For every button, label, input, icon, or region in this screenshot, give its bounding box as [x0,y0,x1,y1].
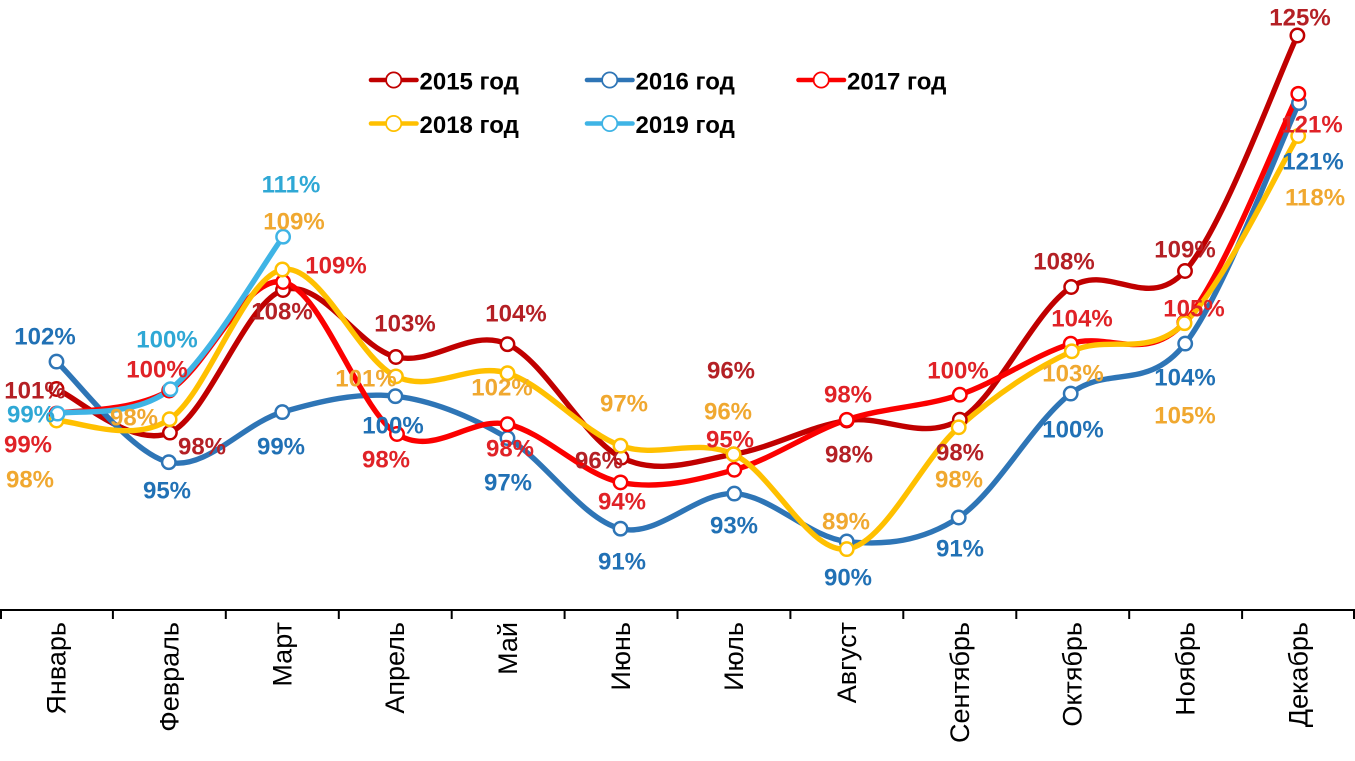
svg-text:100%: 100% [362,413,423,440]
svg-text:101%: 101% [335,366,396,393]
svg-text:2017 год: 2017 год [847,69,946,96]
svg-text:109%: 109% [305,253,366,280]
svg-text:125%: 125% [1269,5,1330,32]
svg-text:100%: 100% [126,357,187,384]
svg-text:Март: Март [267,622,297,687]
svg-text:Июнь: Июнь [606,622,636,691]
svg-text:104%: 104% [1154,365,1215,392]
svg-text:103%: 103% [374,311,435,338]
svg-text:98%: 98% [935,467,983,494]
svg-text:2018 год: 2018 год [420,112,519,139]
svg-text:98%: 98% [178,434,226,461]
svg-text:2019 год: 2019 год [636,112,735,139]
svg-text:Май: Май [493,622,523,675]
svg-text:98%: 98% [825,442,873,469]
svg-text:121%: 121% [1281,112,1342,139]
svg-text:Декабрь: Декабрь [1284,622,1314,727]
svg-text:97%: 97% [484,470,532,497]
svg-text:102%: 102% [14,324,75,351]
svg-text:95%: 95% [143,478,191,505]
svg-text:96%: 96% [704,399,752,426]
svg-text:100%: 100% [136,327,197,354]
svg-text:98%: 98% [110,405,158,432]
svg-text:97%: 97% [600,391,648,418]
svg-text:98%: 98% [824,382,872,409]
svg-text:109%: 109% [263,209,324,236]
svg-text:Октябрь: Октябрь [1058,622,1088,727]
svg-text:Ноябрь: Ноябрь [1171,622,1201,716]
svg-text:104%: 104% [485,301,546,328]
svg-text:2016 год: 2016 год [636,69,735,96]
svg-text:99%: 99% [257,434,305,461]
svg-text:Февраль: Февраль [154,622,184,732]
svg-text:105%: 105% [1154,403,1215,430]
svg-text:Сентябрь: Сентябрь [945,622,975,743]
svg-text:Январь: Январь [42,622,72,715]
svg-text:108%: 108% [251,299,312,326]
svg-text:94%: 94% [598,489,646,516]
svg-text:2015 год: 2015 год [420,69,519,96]
svg-text:100%: 100% [1042,417,1103,444]
svg-text:98%: 98% [6,467,54,494]
svg-text:93%: 93% [710,513,758,540]
svg-text:89%: 89% [822,509,870,536]
svg-text:90%: 90% [824,565,872,592]
svg-text:99%: 99% [4,432,52,459]
svg-text:111%: 111% [262,172,321,199]
svg-text:Июль: Июль [719,622,749,691]
svg-text:101%: 101% [4,378,65,405]
svg-text:118%: 118% [1285,185,1345,212]
svg-text:96%: 96% [575,448,623,475]
svg-text:96%: 96% [707,358,755,385]
svg-text:98%: 98% [362,447,410,474]
svg-text:95%: 95% [706,427,754,454]
svg-text:91%: 91% [598,549,646,576]
svg-text:105%: 105% [1163,296,1224,323]
svg-text:98%: 98% [486,436,534,463]
svg-text:Август: Август [832,622,862,703]
svg-text:103%: 103% [1042,361,1103,388]
svg-text:Апрель: Апрель [380,622,410,714]
svg-text:109%: 109% [1154,237,1215,264]
svg-text:91%: 91% [936,536,984,563]
svg-text:98%: 98% [936,440,984,467]
svg-text:104%: 104% [1051,306,1112,333]
svg-text:121%: 121% [1282,149,1343,176]
svg-text:108%: 108% [1033,249,1094,276]
svg-text:100%: 100% [927,358,988,385]
svg-text:102%: 102% [471,375,532,402]
svg-text:99%: 99% [7,402,55,429]
